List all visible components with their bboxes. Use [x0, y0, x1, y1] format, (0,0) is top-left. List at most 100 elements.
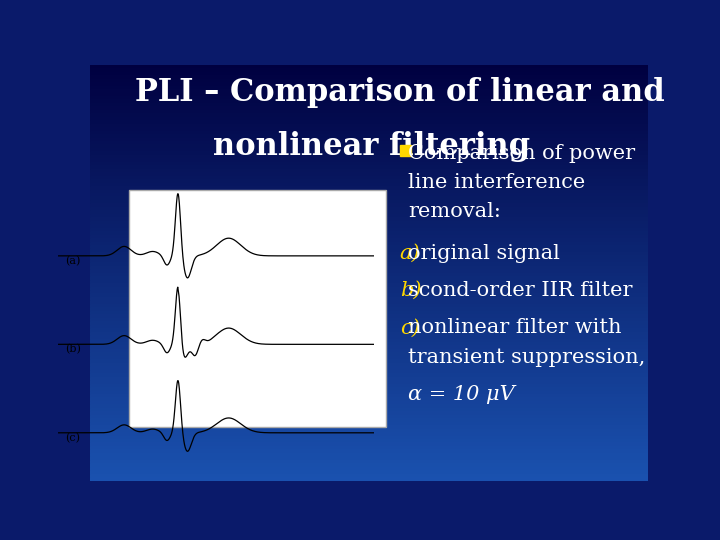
Bar — [90, 346, 648, 349]
Text: α = 10 μV: α = 10 μV — [408, 385, 515, 404]
Text: PLI – Comparison of linear and: PLI – Comparison of linear and — [135, 77, 665, 109]
Bar — [90, 155, 648, 158]
Bar — [90, 266, 648, 269]
Bar — [90, 110, 648, 113]
Bar — [90, 290, 648, 294]
Bar — [90, 401, 648, 404]
Bar — [90, 103, 648, 106]
Bar — [90, 460, 648, 463]
Bar — [90, 231, 648, 234]
Bar — [90, 82, 648, 85]
Text: nonlinear filtering: nonlinear filtering — [213, 131, 530, 163]
Bar — [90, 197, 648, 200]
Bar — [90, 96, 648, 99]
Bar — [90, 353, 648, 356]
Text: removal:: removal: — [408, 202, 501, 221]
Bar — [90, 276, 648, 280]
Bar — [90, 297, 648, 300]
Bar — [90, 224, 648, 228]
Bar — [90, 432, 648, 436]
Bar — [90, 141, 648, 145]
Bar — [90, 162, 648, 165]
Bar — [90, 234, 648, 238]
Bar — [90, 186, 648, 190]
Bar — [90, 373, 648, 377]
Text: a): a) — [400, 244, 420, 262]
Bar — [90, 179, 648, 183]
Bar — [90, 318, 648, 321]
Text: Comparison of power: Comparison of power — [408, 144, 635, 163]
Bar — [90, 377, 648, 380]
Bar — [90, 356, 648, 359]
Bar — [90, 418, 648, 422]
Bar — [90, 446, 648, 449]
Bar — [90, 456, 648, 460]
Bar — [90, 293, 648, 297]
Bar — [90, 89, 648, 92]
Bar — [90, 442, 648, 446]
Bar — [90, 252, 648, 255]
Bar — [90, 68, 648, 72]
Bar — [90, 176, 648, 179]
Bar — [90, 474, 648, 477]
Bar — [90, 328, 648, 332]
Bar — [90, 280, 648, 283]
Bar — [90, 366, 648, 370]
Bar — [90, 415, 648, 418]
Bar — [90, 425, 648, 429]
Bar — [90, 200, 648, 204]
Bar — [90, 332, 648, 335]
Text: (b): (b) — [66, 344, 81, 355]
Bar — [90, 262, 648, 266]
Bar — [90, 211, 648, 214]
Text: original signal: original signal — [408, 244, 560, 262]
Bar — [90, 307, 648, 311]
Bar — [90, 449, 648, 453]
Bar — [90, 151, 648, 155]
Bar — [90, 127, 648, 131]
Text: scond-order IIR filter: scond-order IIR filter — [408, 281, 633, 300]
Bar — [90, 92, 648, 96]
Bar — [90, 217, 648, 221]
Bar — [90, 314, 648, 318]
Bar — [90, 380, 648, 383]
Text: transient suppression,: transient suppression, — [408, 348, 645, 367]
Bar — [90, 245, 648, 248]
Bar — [90, 404, 648, 408]
Bar — [90, 436, 648, 439]
Bar — [90, 120, 648, 124]
Bar — [90, 477, 648, 481]
Bar — [90, 342, 648, 346]
Bar — [90, 190, 648, 193]
Bar — [90, 422, 648, 425]
Bar — [90, 304, 648, 307]
Bar — [90, 359, 648, 363]
Bar — [90, 397, 648, 401]
Bar — [90, 172, 648, 176]
Bar — [90, 124, 648, 127]
Bar — [90, 255, 648, 259]
Bar — [90, 79, 648, 82]
Bar — [90, 383, 648, 387]
Bar — [90, 408, 648, 411]
FancyBboxPatch shape — [129, 190, 386, 427]
Text: b): b) — [400, 281, 421, 300]
Bar — [90, 207, 648, 210]
Bar — [90, 228, 648, 231]
Bar — [90, 238, 648, 241]
Bar — [90, 259, 648, 262]
Text: c): c) — [400, 319, 420, 338]
Bar — [90, 131, 648, 134]
Bar — [90, 394, 648, 397]
Bar — [90, 321, 648, 325]
Bar — [90, 273, 648, 276]
Bar — [90, 269, 648, 273]
Bar — [90, 429, 648, 432]
Bar — [90, 165, 648, 168]
Bar — [90, 241, 648, 245]
Bar — [90, 287, 648, 290]
Bar — [90, 453, 648, 456]
Bar — [90, 387, 648, 390]
Bar — [90, 183, 648, 186]
Bar — [90, 138, 648, 141]
